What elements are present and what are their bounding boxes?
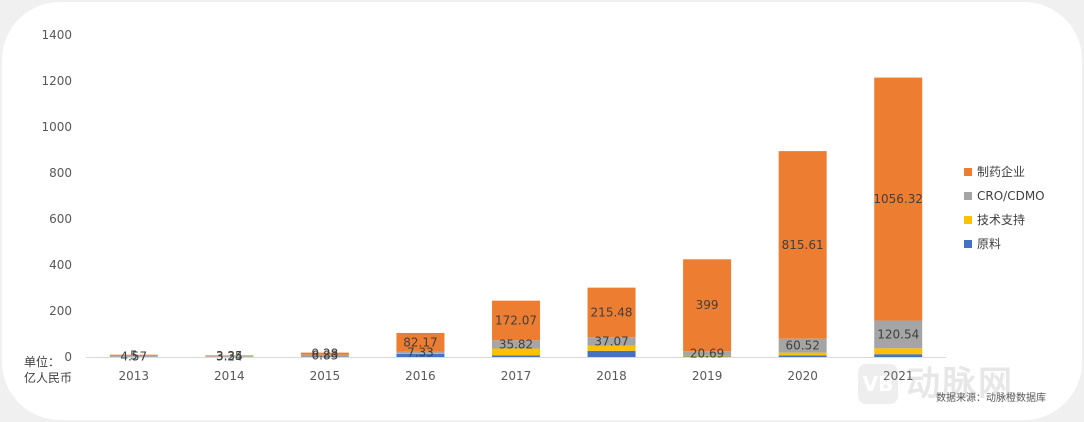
data-label: 35.82: [499, 337, 533, 351]
legend-label-pharma: 制药企业: [977, 165, 1026, 179]
legend-swatch-pharma: [964, 168, 972, 176]
x-tick-label: 2019: [692, 369, 723, 383]
bar-2014-制药企业: [205, 355, 254, 357]
y-tick-label: 800: [49, 166, 72, 180]
data-label: 215.48: [591, 305, 633, 319]
bar-2014-cro-cdmo: [205, 356, 254, 357]
bar-2020-技术支持: [778, 352, 827, 356]
bar-2018-原料: [587, 350, 636, 357]
data-label: 6.83: [312, 349, 339, 363]
legend-swatch-raw-material: [964, 240, 972, 248]
y-tick-label: 600: [49, 212, 72, 226]
legend-label-cro-cdmo: CRO/CDMO: [977, 189, 1045, 203]
bar-2021-cro-cdmo: [874, 320, 923, 349]
bar-2015-cro-cdmo: [300, 354, 349, 357]
legend-swatch-tech-support: [964, 216, 972, 224]
unit-label-line1: 单位：: [24, 355, 61, 369]
x-tick-label: 2021: [883, 369, 914, 383]
bar-2016-制药企业: [396, 332, 445, 352]
legend-swatch-cro-cdmo: [964, 192, 972, 200]
data-label: 399: [696, 298, 719, 312]
bar-2021-技术支持: [874, 348, 923, 355]
watermark: VB 动脉网: [858, 362, 1058, 410]
bar-2013-cro-cdmo: [109, 355, 158, 357]
bar-2021-制药企业: [874, 77, 923, 321]
bar-2015-制药企业: [300, 352, 349, 355]
unit-label: 单位： 亿人民币: [24, 354, 72, 386]
x-tick-label: 2016: [405, 369, 436, 383]
bar-2019-制药企业: [683, 259, 732, 352]
bar-2021-原料: [874, 354, 923, 357]
data-label: 815.61: [782, 238, 824, 252]
y-tick-label: 1200: [41, 74, 72, 88]
data-label: 1056.32: [873, 192, 923, 206]
data-label: 60.52: [785, 339, 819, 353]
watermark-logo-icon: VB: [858, 364, 898, 404]
bar-2020-制药企业: [778, 151, 827, 339]
y-tick-label: 1400: [41, 28, 72, 42]
x-tick-label: 2020: [787, 369, 818, 383]
data-label: 3.24: [216, 350, 243, 364]
data-label: 4.57: [120, 349, 147, 363]
bar-2016-cro-cdmo: [396, 351, 445, 354]
bar-2013-制药企业: [109, 354, 158, 356]
bar-2019-技术支持: [683, 355, 732, 357]
bar-2017-cro-cdmo: [492, 340, 540, 349]
data-label: 5: [130, 348, 138, 362]
data-label: 9.28: [312, 347, 339, 361]
unit-label-line2: 亿人民币: [24, 371, 73, 385]
data-label: 120.54: [877, 327, 919, 341]
data-label: 82.17: [403, 335, 437, 349]
bar-2018-技术支持: [587, 345, 636, 351]
bar-2019-cro-cdmo: [683, 351, 732, 356]
data-label: 37.07: [594, 334, 628, 348]
bar-2020-cro-cdmo: [778, 338, 827, 353]
y-tick-label: 400: [49, 258, 72, 272]
watermark-text: 动脉网: [906, 364, 1014, 404]
legend-label-tech-support: 技术支持: [977, 213, 1026, 227]
x-tick-label: 2014: [214, 369, 245, 383]
legend-label-raw-material: 原料: [977, 237, 1002, 251]
x-tick-label: 2013: [119, 369, 150, 383]
bar-2018-制药企业: [587, 287, 636, 338]
y-tick-label: 1000: [41, 120, 72, 134]
x-tick-label: 2018: [596, 369, 627, 383]
data-label: 3.35: [216, 349, 243, 363]
bar-2017-原料: [492, 355, 540, 357]
x-tick-label: 2015: [310, 369, 341, 383]
y-tick-label: 0: [64, 350, 72, 364]
bar-2017-技术支持: [492, 348, 540, 356]
y-tick-label: 200: [49, 304, 72, 318]
x-tick-label: 2017: [501, 369, 532, 383]
data-label: 172.07: [495, 313, 537, 327]
data-label: 7.33: [407, 346, 434, 360]
data-label: 20.69: [690, 346, 724, 360]
bar-2018-cro-cdmo: [587, 337, 636, 346]
source-note: 数据来源：动脉橙数据库: [936, 393, 1046, 404]
bar-2020-原料: [778, 355, 827, 357]
bar-2016-原料: [396, 354, 445, 357]
bar-2017-制药企业: [492, 300, 540, 341]
